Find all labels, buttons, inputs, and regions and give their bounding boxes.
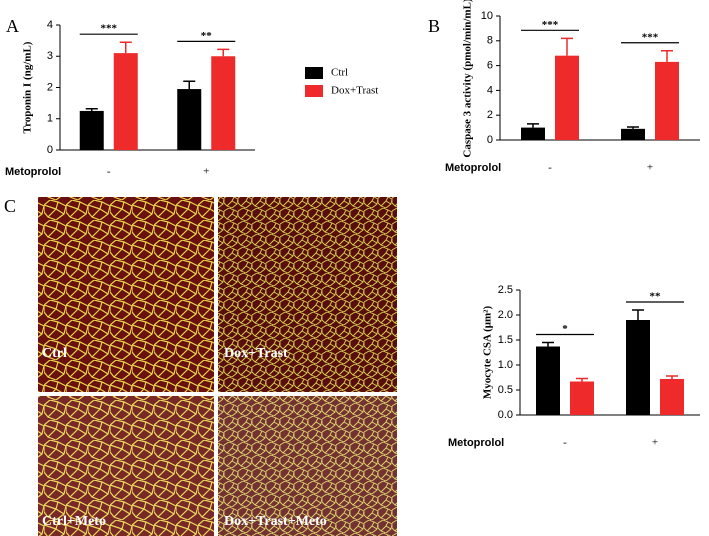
y-tick-label: 1.0 xyxy=(498,359,513,371)
bar xyxy=(555,55,579,140)
y-tick-label: 4 xyxy=(487,84,493,96)
y-tick-label: 2.0 xyxy=(498,309,513,321)
micrograph xyxy=(218,396,397,536)
x-tick-label: + xyxy=(203,166,209,178)
y-tick-label: 0 xyxy=(487,134,493,146)
micrograph-label: Ctrl xyxy=(42,346,67,361)
error-bar xyxy=(542,341,554,347)
micrograph-label: Ctrl+Meto xyxy=(42,514,106,529)
micrograph xyxy=(218,197,397,392)
y-tick-label: 4 xyxy=(47,19,53,31)
legend-label: Ctrl xyxy=(331,67,348,79)
panel-label: C xyxy=(4,196,16,216)
significance-label: *** xyxy=(642,31,659,43)
micrograph xyxy=(38,396,214,536)
x-title: Metoprolol xyxy=(445,162,501,174)
significance-label: ** xyxy=(650,291,662,303)
error-bar xyxy=(217,48,230,57)
y-tick-label: 1.5 xyxy=(498,334,513,346)
y-axis-label: Caspase 3 activity (pmol/min/mL) xyxy=(462,0,474,158)
y-tick-label: 8 xyxy=(487,35,493,47)
error-bar xyxy=(85,108,98,111)
significance-label: *** xyxy=(101,23,118,35)
x-tick-label: - xyxy=(548,162,552,174)
error-bar xyxy=(183,80,196,90)
bar xyxy=(177,89,202,150)
panel-label: B xyxy=(428,16,440,36)
bar xyxy=(536,346,560,415)
micrograph xyxy=(38,197,214,392)
bar xyxy=(79,110,104,150)
legend-label: Dox+Trast xyxy=(331,85,378,97)
x-title: Metoprolol xyxy=(448,437,504,449)
y-tick-label: 1 xyxy=(47,113,53,125)
y-tick-label: 0 xyxy=(47,144,53,156)
micrograph-label: Dox+Trast xyxy=(224,346,288,361)
bar xyxy=(655,61,679,140)
y-tick-label: 6 xyxy=(487,60,493,72)
y-tick-label: 10 xyxy=(481,10,493,22)
y-tick-label: 0.5 xyxy=(498,384,513,396)
error-bar xyxy=(527,123,539,128)
bar xyxy=(211,56,236,150)
y-tick-label: 3 xyxy=(47,50,53,62)
y-tick-label: 2 xyxy=(47,81,53,93)
bar xyxy=(570,381,594,415)
error-bar xyxy=(576,377,588,382)
bar xyxy=(621,128,645,140)
y-axis-label: Troponin I (ng/mL) xyxy=(22,41,34,133)
significance-label: * xyxy=(562,323,568,335)
error-bar xyxy=(561,37,573,56)
micrograph-label: Dox+Trast+Meto xyxy=(224,514,327,529)
error-bar xyxy=(661,49,673,62)
x-tick-label: + xyxy=(647,162,653,174)
error-bar xyxy=(666,375,678,379)
micrograph-grid: Ctrl Dox+Trast Ctrl+Meto Dox+Trast+Meto xyxy=(38,197,397,536)
error-bar xyxy=(627,126,639,129)
legend-swatch xyxy=(305,85,323,97)
significance-label: ** xyxy=(201,30,213,42)
bar xyxy=(626,320,650,415)
x-title: Metoprolol xyxy=(5,166,61,178)
bar xyxy=(660,379,684,415)
significance-label: *** xyxy=(542,19,559,31)
y-axis-label: Myocyte CSA (μm²) xyxy=(482,306,494,400)
x-tick-label: + xyxy=(652,437,658,449)
x-tick-label: - xyxy=(563,437,567,449)
panel-label: A xyxy=(6,16,19,36)
legend-swatch xyxy=(305,67,323,79)
error-bar xyxy=(632,309,644,320)
error-bar xyxy=(119,41,132,54)
y-tick-label: 2.5 xyxy=(498,284,513,296)
y-tick-label: 0.0 xyxy=(498,409,513,421)
bar xyxy=(521,127,545,140)
bar xyxy=(113,53,138,150)
y-tick-label: 2 xyxy=(487,109,493,121)
x-tick-label: - xyxy=(107,166,111,178)
